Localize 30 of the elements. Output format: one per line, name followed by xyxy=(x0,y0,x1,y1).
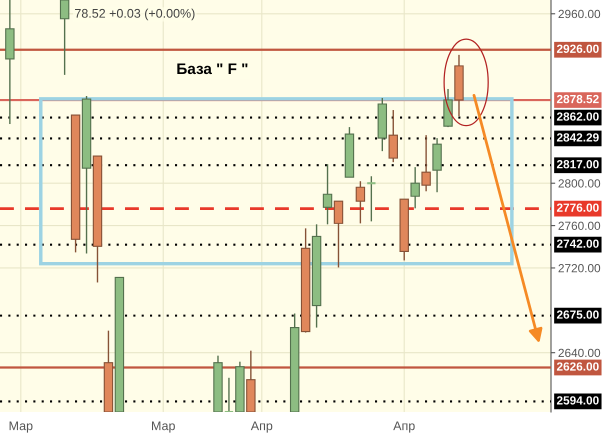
ref-line-label: 2862.00 xyxy=(556,112,599,121)
x-tick-label: Апр xyxy=(250,421,272,433)
y-tick-label: 2640.00 xyxy=(558,348,600,358)
ref-line-label: 2817.00 xyxy=(556,160,599,168)
y-tick-label: 2760.00 xyxy=(558,222,600,230)
ref-line-label: 2594.00 xyxy=(556,396,599,405)
y-tick-label: 2800.00 xyxy=(558,179,600,188)
candlestick xyxy=(334,200,344,268)
candlestick xyxy=(410,166,420,210)
ref-line-label: 2675.00 xyxy=(556,310,599,319)
candlestick xyxy=(322,163,332,226)
annotation: База " F " xyxy=(177,63,248,74)
candlestick xyxy=(356,180,366,224)
candlestick xyxy=(421,134,431,192)
x-tick-label: Мар xyxy=(10,421,33,433)
candlestick xyxy=(388,109,398,163)
y-tick-label: 2720.00 xyxy=(558,264,600,272)
ref-line-label: 2626.00 xyxy=(556,362,599,371)
ref-line-label: 2742.00 xyxy=(556,239,599,248)
ref-line-label: 2878.52 xyxy=(556,94,599,104)
candlestick xyxy=(60,0,70,76)
y-tick-label: 2960.00 xyxy=(558,10,600,18)
annotation: 78.52 +0.03 (+0.00%) xyxy=(75,8,195,20)
x-tick-label: Апр xyxy=(393,421,415,433)
ref-line-label: 2926.00 xyxy=(556,44,599,53)
ref-line-label: 2842.29 xyxy=(556,133,599,142)
ref-line-label: 2776.00 xyxy=(556,203,599,212)
candlestick xyxy=(366,176,377,222)
candlestick xyxy=(224,377,234,412)
x-tick-label: Мар xyxy=(152,421,175,433)
